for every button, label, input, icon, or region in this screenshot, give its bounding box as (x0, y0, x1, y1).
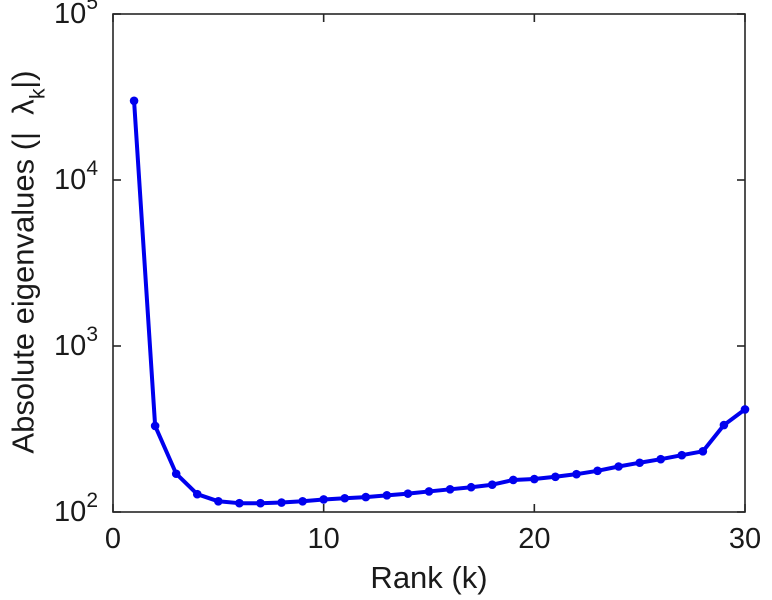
axes-box (112, 13, 746, 513)
data-point (740, 405, 750, 414)
lambda-symbol: λ (5, 99, 41, 115)
data-point (256, 498, 265, 508)
data-point (656, 454, 666, 464)
data-point (466, 482, 476, 492)
y-tick-label: 102 (54, 489, 98, 528)
data-point (340, 493, 350, 503)
x-tick-label: 0 (105, 523, 121, 555)
y-tick-label: 105 (54, 0, 98, 30)
y-axis-label-prefix: Absolute eigenvalues (| (5, 131, 41, 454)
data-point (150, 421, 160, 431)
y-tick-label: 104 (54, 157, 98, 196)
data-point (530, 474, 539, 484)
x-axis-label: Rank (k) (370, 560, 487, 596)
lambda-subscript: k (26, 88, 50, 99)
data-point (361, 492, 371, 502)
data-point (192, 489, 202, 499)
data-point (487, 480, 497, 490)
y-axis-label: Absolute eigenvalues (| λk|) (5, 70, 50, 454)
data-point (319, 495, 328, 504)
data-point (403, 489, 413, 498)
y-tick-label: 103 (54, 323, 98, 362)
data-point (214, 497, 223, 506)
data-point (698, 447, 708, 456)
x-tick-label: 20 (518, 523, 550, 555)
data-point (719, 420, 729, 430)
data-point (298, 497, 307, 506)
data-point (551, 472, 560, 482)
y-axis-label-suffix: |) (5, 70, 41, 89)
data-point (129, 96, 139, 106)
series-line (132, 98, 747, 506)
data-point (424, 487, 434, 496)
data-point (382, 491, 392, 500)
data-point (445, 485, 455, 494)
data-point (235, 498, 244, 508)
data-point (572, 469, 581, 479)
data-point (614, 462, 623, 471)
data-point (277, 498, 286, 507)
data-point (593, 466, 602, 476)
data-point (677, 450, 687, 460)
data-point (508, 475, 518, 485)
data-point (171, 469, 181, 479)
x-axis-label-text: Rank (k) (370, 560, 488, 595)
data-point (635, 458, 644, 468)
x-tick-label: 30 (729, 523, 761, 555)
x-tick-label: 10 (308, 523, 340, 555)
